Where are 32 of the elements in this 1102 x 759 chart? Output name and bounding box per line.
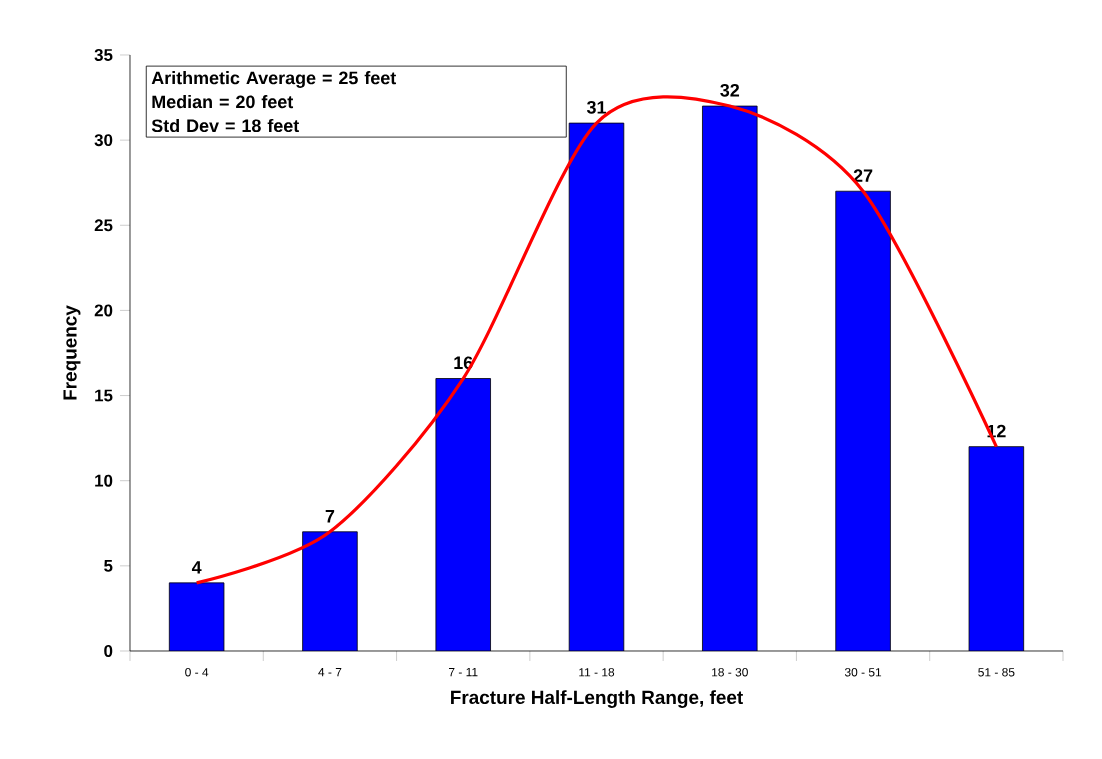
data-label: 7 [325, 510, 335, 523]
y-tick-label: 30 [94, 134, 113, 147]
y-tick-label: 10 [95, 474, 113, 487]
y-tick-label: 35 [94, 48, 113, 61]
x-tick-label: 0 - 4 [185, 668, 209, 677]
x-tick-label: 11 - 18 [579, 668, 615, 677]
x-tick-label: 30 - 51 [844, 668, 882, 677]
y-tick-label: 0 [104, 645, 113, 657]
data-label: 31 [586, 100, 606, 114]
bar [702, 106, 758, 651]
y-tick-label: 15 [95, 389, 113, 402]
bar [569, 123, 624, 651]
data-label: 27 [853, 169, 873, 182]
annotation: Arithmetic Average = 25 feet [151, 71, 397, 88]
bar [302, 531, 358, 651]
x-tick-label: 4 - 7 [318, 668, 342, 677]
bar [435, 378, 491, 651]
x-tick-label: 18 - 30 [712, 668, 748, 677]
annotation: Std Dev = 18 feet [151, 118, 300, 133]
data-label: 4 [191, 561, 202, 574]
bar [169, 582, 224, 651]
x-tick-label: 7 - 11 [449, 668, 478, 677]
y-tick-label: 25 [94, 219, 113, 232]
bar [835, 191, 891, 651]
bar [968, 446, 1025, 651]
annotation: Median = 20 feet [152, 95, 294, 109]
x-axis-title: Fracture Half-Length Range, feet [451, 690, 743, 708]
data-label: 32 [720, 83, 740, 97]
y-axis-title: Frequency [63, 305, 81, 400]
x-tick-label: 51 - 85 [978, 668, 1015, 677]
y-tick-label: 20 [94, 304, 113, 317]
y-tick-label: 5 [104, 559, 113, 572]
